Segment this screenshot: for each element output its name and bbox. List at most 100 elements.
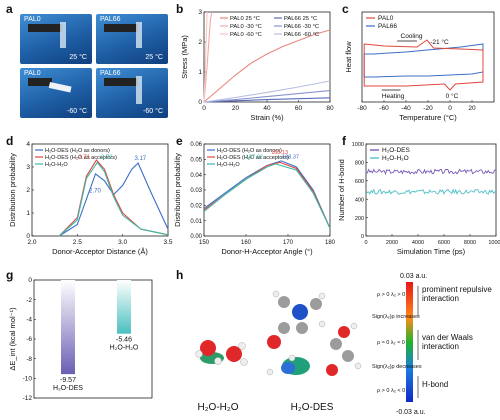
legend-label: PAL66 -60 °C [284, 32, 319, 38]
oxygen-atom [338, 326, 350, 338]
vdw-label: van der Waals interaction [422, 334, 473, 351]
panel-label-b: b [176, 2, 184, 16]
bar [61, 280, 75, 375]
peak-label: 168.37 [282, 155, 299, 161]
legend-label: PAL0 -60 °C [230, 32, 262, 38]
x-tick-label: 40 [263, 105, 271, 112]
bar-value-label: -5.46 [116, 337, 132, 344]
peak-label: 2.71 [78, 155, 90, 161]
stress-strain-chart: 0 20 40 60 80 0 1 2 3 Strain (%) Stress (MPa) PAL0 … [180, 9, 334, 122]
x-axis-label: Donor-H-Acceptor Angle (°) [221, 247, 313, 256]
x-tick-label: -60 [379, 105, 389, 112]
legend-label: PAL66 [378, 23, 397, 30]
photo-tag: PAL66 [100, 70, 121, 77]
stretched-sample-illustration [104, 76, 142, 104]
x-tick-label: 160 [241, 240, 252, 246]
x-axis-label: Donor-Acceptor Distance (Å) [52, 247, 148, 256]
legend-label: H₂O-H₂O [382, 155, 409, 162]
y-tick-label: -10 [23, 376, 33, 383]
panel-label-e: e [176, 134, 183, 148]
x-tick-label: 2000 [386, 240, 398, 246]
y-axis-label: Distribution probability [8, 153, 17, 227]
nitrogen-atom [292, 304, 308, 320]
y-tick-label: 0 [28, 277, 32, 284]
x-tick-label: -80 [357, 105, 367, 112]
legend-label: H₂O-DES (H₂O as acceptors) [45, 155, 117, 161]
series-line [203, 11, 213, 103]
series-line [203, 160, 331, 229]
colorbar [406, 282, 413, 402]
y-axis-label: Distribution probability [173, 153, 182, 227]
y-tick-label: 200 [355, 216, 364, 222]
stretched-sample-illustration [104, 22, 142, 48]
y-axis-label: ΔE_int (kcal mol⁻¹) [8, 307, 17, 371]
series-line [365, 168, 497, 176]
panel-label-g: g [6, 268, 14, 282]
legend-label: PAL0 [378, 15, 394, 22]
hbond-label: H-bond [422, 380, 449, 389]
photo-temp: -60 °C [67, 108, 87, 115]
water-dimer-molecule [195, 340, 248, 366]
photo-tag: PAL0 [24, 16, 41, 23]
hydrogen-atom [195, 350, 203, 358]
x-tick-label: -40 [401, 105, 411, 112]
y-tick-label: 0.00 [190, 234, 202, 240]
y-tick-label: 0.06 [190, 142, 202, 148]
x-tick-label: 0 [364, 240, 367, 246]
x-tick-label: 80 [326, 105, 334, 112]
igmh-analysis-panel: H₂O-H₂O H₂O-DES [195, 273, 492, 416]
y-axis-label: Number of H-bond [337, 159, 346, 221]
annotation-melting: 0 °C [446, 92, 459, 100]
y-tick-label: 0.03 [190, 188, 202, 194]
x-tick-label: 20 [468, 105, 476, 112]
y-tick-label: 2 [198, 39, 202, 46]
plot-frame [365, 143, 497, 237]
bar-category-label: H₂O-DES [53, 385, 83, 392]
x-axis-label: Simulation Time (ps) [397, 247, 466, 256]
oxygen-atom [326, 364, 338, 376]
x-tick-label: 4000 [412, 240, 424, 246]
photo-pal0-25: PAL0 25 °C [20, 14, 92, 64]
y-tick-label: 3 [26, 164, 30, 171]
x-tick-label: 150 [199, 240, 210, 246]
x-tick-label: 0 [202, 105, 206, 112]
angle-distribution-chart: 150 160 170 180 0.00 0.01 0.02 0.03 0.04 0.05 0.06… [173, 142, 336, 256]
x-tick-label: 170 [283, 240, 294, 246]
colorbar-bottom-label: -0.03 a.u. [396, 409, 426, 416]
annotation-cooling: Cooling [401, 33, 423, 40]
photo-tag: PAL66 [100, 16, 121, 23]
x-tick-label: 60 [295, 105, 303, 112]
x-tick-label: 0 [448, 105, 452, 112]
photo-temp: 25 °C [69, 54, 87, 61]
x-tick-label: 180 [325, 240, 336, 246]
x-tick-label: 2.5 [73, 239, 82, 246]
series-line [203, 163, 331, 229]
series-line [363, 39, 484, 91]
hydrogen-atom [266, 368, 274, 376]
colorbar-top-label: 0.03 a.u. [400, 273, 427, 280]
des-water-molecule [266, 290, 362, 376]
carbon-atom [330, 338, 342, 350]
hydrogen-atom [350, 322, 358, 330]
y-tick-label: 0 [361, 234, 364, 240]
panel-label-f: f [342, 134, 346, 148]
sign-increases-label: Sign(λ₂)ρ increases [372, 314, 420, 320]
series-line [365, 188, 497, 195]
plot-frame [33, 279, 153, 399]
peak-label: 3.17 [134, 156, 146, 162]
photo-pal66-25: PAL66 25 °C [96, 14, 168, 64]
y-tick-label: 0.04 [190, 173, 202, 179]
bar [117, 280, 131, 334]
y-axis-label: Heat flow [344, 41, 353, 73]
legend-label: H₂O-DES [382, 147, 410, 154]
y-tick-label: 0 [26, 233, 30, 240]
peak-label: 2.72 [101, 155, 113, 161]
y-tick-label: 600 [355, 179, 364, 185]
hydrogen-atom [318, 320, 326, 328]
hydrogen-atom [238, 342, 246, 350]
carbon-atom [342, 350, 354, 362]
carbon-atom [296, 322, 308, 334]
